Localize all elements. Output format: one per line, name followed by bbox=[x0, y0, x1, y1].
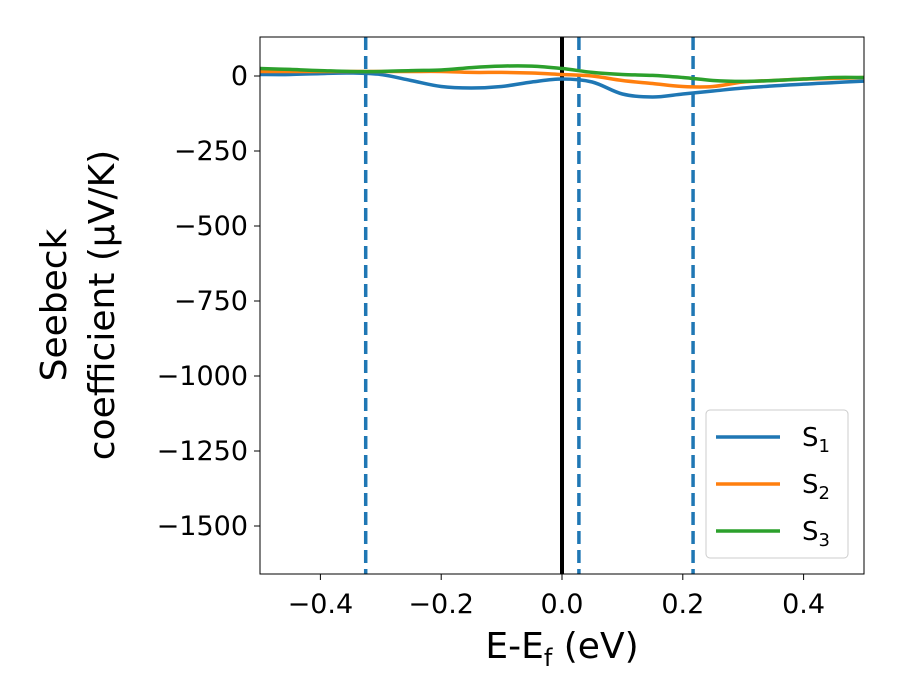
series-line-s3 bbox=[260, 64, 864, 84]
legend-label-subscript: 1 bbox=[819, 436, 830, 457]
y-axis-label-line1: Seebeck bbox=[34, 228, 75, 381]
y-tick-label: −1250 bbox=[157, 436, 248, 467]
x-tick-label: 0.2 bbox=[661, 589, 704, 620]
y-axis-label: Seebeck coefficient (μV/K) bbox=[34, 150, 123, 460]
y-tick-label: −500 bbox=[174, 211, 248, 242]
x-tick-label: −0.4 bbox=[288, 589, 354, 620]
y-tick-label: −1000 bbox=[157, 361, 248, 392]
y-tick-label: −250 bbox=[174, 136, 248, 167]
x-tick-label: −0.2 bbox=[408, 589, 474, 620]
x-axis-label: E-Ef (eV) bbox=[485, 626, 638, 672]
legend-label-s1: S1 bbox=[802, 423, 830, 457]
x-tick-label: 0.0 bbox=[541, 589, 584, 620]
y-tick-label: −750 bbox=[174, 286, 248, 317]
x-tick-label: 0.4 bbox=[782, 589, 825, 620]
legend-label-subscript: 3 bbox=[819, 530, 830, 551]
y-tick-label: −1500 bbox=[157, 511, 248, 542]
y-axis-label-line2: coefficient (μV/K) bbox=[82, 150, 123, 460]
y-tick-label: 0 bbox=[231, 61, 248, 92]
x-axis-label-subscript: f bbox=[544, 644, 553, 672]
legend-label-subscript: 2 bbox=[819, 483, 830, 504]
